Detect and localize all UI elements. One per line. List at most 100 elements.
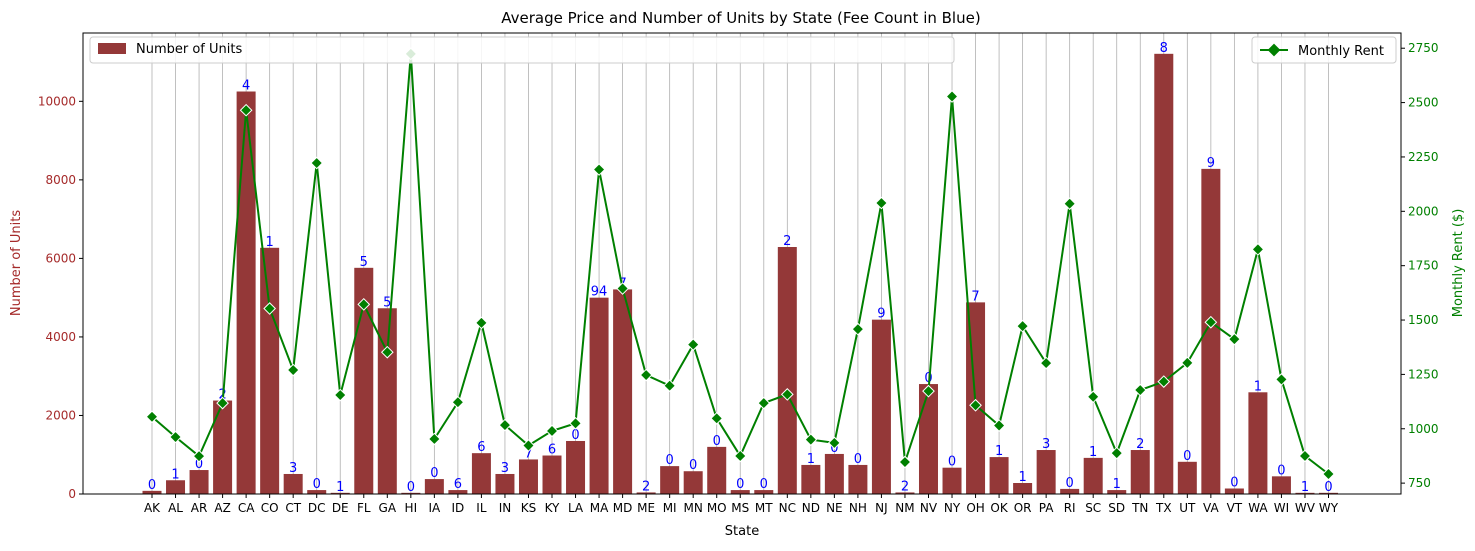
y-axis-right: 750 1000 1250 1500 1750 2000 2250 2500 2750 <box>1401 41 1439 490</box>
x-tick-label: WV <box>1295 501 1316 515</box>
bar <box>495 473 515 494</box>
fee-count-label: 1 <box>995 444 1003 459</box>
x-tick-label: MT <box>755 501 773 515</box>
fee-count-label: 0 <box>1277 463 1285 478</box>
rent-point <box>1063 197 1077 211</box>
y2-tick-label: 2750 <box>1408 41 1439 55</box>
bar <box>518 459 538 494</box>
fee-count-label: 1 <box>1018 470 1026 485</box>
x-tick-label: TX <box>1155 501 1172 515</box>
bar <box>660 466 680 494</box>
rent-point <box>522 439 535 452</box>
fee-count-label: 0 <box>1324 480 1332 495</box>
x-tick-label: MI <box>663 501 677 515</box>
y2-tick-label: 1500 <box>1408 313 1439 327</box>
rent-point <box>427 432 441 446</box>
fee-count-label: 3 <box>289 461 297 476</box>
x-tick-label: CO <box>261 501 279 515</box>
fee-count-labels: 0102413015500663760947200000210092007113… <box>148 41 1333 495</box>
rent-point <box>263 302 277 315</box>
fee-count-label: 2 <box>901 479 909 494</box>
x-tick-label: AK <box>144 501 161 515</box>
legend-units-swatch <box>98 43 126 54</box>
fee-count-label: 0 <box>689 458 697 473</box>
y2-tick-label: 750 <box>1408 476 1431 490</box>
x-tick-label: HI <box>405 501 418 515</box>
x-tick-label: OR <box>1014 501 1032 515</box>
x-tick-label: AL <box>168 501 183 515</box>
rent-point <box>686 338 700 351</box>
x-tick-label: NY <box>944 501 961 515</box>
legend-rent-label: Monthly Rent <box>1298 44 1384 59</box>
rent-point <box>1251 243 1265 256</box>
bar <box>330 492 350 494</box>
x-tick-label: OH <box>966 501 984 515</box>
rent-point <box>804 433 818 447</box>
x-tick-label: GA <box>379 501 397 515</box>
x-tick-label: MD <box>613 501 633 515</box>
rent-point <box>545 424 559 438</box>
bar <box>636 492 656 494</box>
y-tick-label: 4000 <box>45 330 76 344</box>
x-tick-label: IN <box>499 501 512 515</box>
y-axis-right-label: Monthly Rent ($) <box>1451 209 1466 318</box>
fee-count-label: 1 <box>1254 379 1262 394</box>
fee-count-label: 0 <box>713 434 721 449</box>
fee-count-label: 0 <box>1230 476 1238 491</box>
fee-count-label: 4 <box>242 79 250 94</box>
fee-count-label: 7 <box>524 446 532 461</box>
bar <box>895 492 915 494</box>
bar <box>1130 450 1150 494</box>
fee-count-label: 1 <box>1089 445 1097 460</box>
bar <box>613 289 633 494</box>
bar <box>448 490 468 494</box>
rent-point <box>663 379 677 393</box>
fee-count-label: 5 <box>360 255 368 270</box>
x-tick-label: FL <box>357 501 371 515</box>
rent-point <box>498 418 512 432</box>
x-tick-label: WA <box>1248 501 1268 515</box>
rent-point <box>828 436 841 450</box>
bar <box>307 490 327 494</box>
x-tick-label: RI <box>1064 501 1076 515</box>
rent-point <box>1322 467 1335 481</box>
rent-point <box>710 411 724 425</box>
bar <box>989 457 1009 494</box>
rent-point <box>1110 446 1124 460</box>
bar <box>1107 490 1127 494</box>
x-tick-label: NE <box>826 501 843 515</box>
fee-count-label: 0 <box>854 452 862 467</box>
fee-count-label: 0 <box>924 371 932 386</box>
fee-count-label: 6 <box>548 443 556 458</box>
legend-units-frame <box>89 36 955 64</box>
x-tick-label: PA <box>1039 501 1054 515</box>
x-tick-label: ND <box>802 501 820 515</box>
fee-count-label: 0 <box>760 477 768 492</box>
x-tick-label: VA <box>1203 501 1219 515</box>
legend-rent: Monthly Rent <box>1251 36 1397 64</box>
rent-point <box>851 322 865 336</box>
x-axis: AK AL AR AZ CA CO CT DC DE FL GA HI IA ID IL IN KS KY LA MA… <box>144 494 1339 515</box>
rent-point <box>216 396 229 410</box>
x-tick-label: WI <box>1274 501 1289 515</box>
bar <box>189 470 209 494</box>
y-tick-label: 8000 <box>45 173 76 187</box>
rent-point <box>1204 315 1218 329</box>
x-tick-label: NM <box>895 501 914 515</box>
fee-count-label: 0 <box>148 478 156 493</box>
bar <box>1201 168 1221 494</box>
y-axis-left: 0 2000 4000 6000 8000 10000 <box>38 94 83 501</box>
fee-count-label: 8 <box>1160 41 1168 56</box>
x-tick-label: MA <box>590 501 609 515</box>
bar <box>777 247 797 494</box>
rent-point <box>969 398 982 412</box>
bar <box>1319 492 1338 494</box>
y2-tick-label: 2500 <box>1408 96 1439 110</box>
x-tick-label: VT <box>1227 501 1243 515</box>
bar <box>848 464 868 494</box>
fee-count-label: 6 <box>454 477 462 492</box>
bar <box>1083 457 1103 494</box>
bar <box>871 319 891 494</box>
bar <box>377 308 397 494</box>
rent-point <box>357 298 371 311</box>
